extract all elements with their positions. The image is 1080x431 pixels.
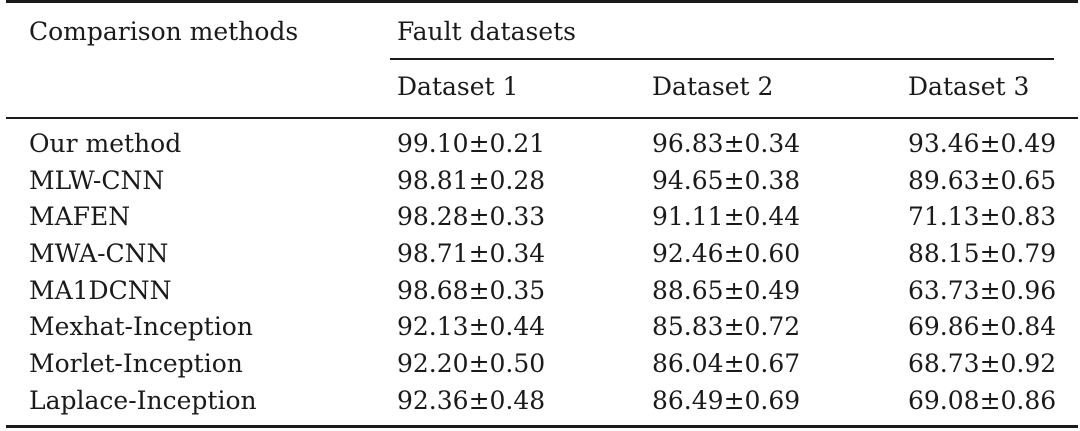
row-value: 96.83±0.34 (652, 129, 801, 158)
row-value: 71.13±0.83 (908, 202, 1057, 231)
row-value: 86.49±0.69 (652, 386, 801, 415)
header-dataset-2: Dataset 2 (652, 72, 774, 101)
header-dataset-3: Dataset 3 (908, 72, 1030, 101)
row-value: 92.13±0.44 (397, 312, 546, 341)
table-top-rule (6, 0, 1078, 3)
row-value: 92.46±0.60 (652, 239, 801, 268)
row-value: 98.81±0.28 (397, 166, 546, 195)
row-value: 92.36±0.48 (397, 386, 546, 415)
row-method: Laplace-Inception (29, 386, 257, 415)
row-value: 69.08±0.86 (908, 386, 1057, 415)
header-bottom-rule (6, 117, 1078, 119)
row-value: 94.65±0.38 (652, 166, 801, 195)
table-bottom-rule (6, 425, 1078, 428)
row-value: 68.73±0.92 (908, 349, 1057, 378)
row-method: MLW-CNN (29, 166, 165, 195)
row-method: MAFEN (29, 202, 131, 231)
row-method: MWA-CNN (29, 239, 169, 268)
header-method-column: Comparison methods (29, 17, 299, 46)
row-value: 92.20±0.50 (397, 349, 546, 378)
row-value: 98.28±0.33 (397, 202, 546, 231)
row-value: 93.46±0.49 (908, 129, 1057, 158)
row-method: Our method (29, 129, 182, 158)
row-value: 98.68±0.35 (397, 276, 546, 305)
row-value: 99.10±0.21 (397, 129, 546, 158)
header-dataset-1: Dataset 1 (397, 72, 519, 101)
header-group-fault-datasets: Fault datasets (397, 17, 577, 46)
row-value: 63.73±0.96 (908, 276, 1057, 305)
row-value: 91.11±0.44 (652, 202, 801, 231)
row-value: 88.65±0.49 (652, 276, 801, 305)
row-method: Mexhat-Inception (29, 312, 253, 341)
row-method: MA1DCNN (29, 276, 172, 305)
row-value: 69.86±0.84 (908, 312, 1057, 341)
row-value: 89.63±0.65 (908, 166, 1057, 195)
row-value: 98.71±0.34 (397, 239, 546, 268)
row-method: Morlet-Inception (29, 349, 243, 378)
row-value: 86.04±0.67 (652, 349, 801, 378)
row-value: 85.83±0.72 (652, 312, 801, 341)
row-value: 88.15±0.79 (908, 239, 1057, 268)
group-rule (390, 58, 1054, 60)
